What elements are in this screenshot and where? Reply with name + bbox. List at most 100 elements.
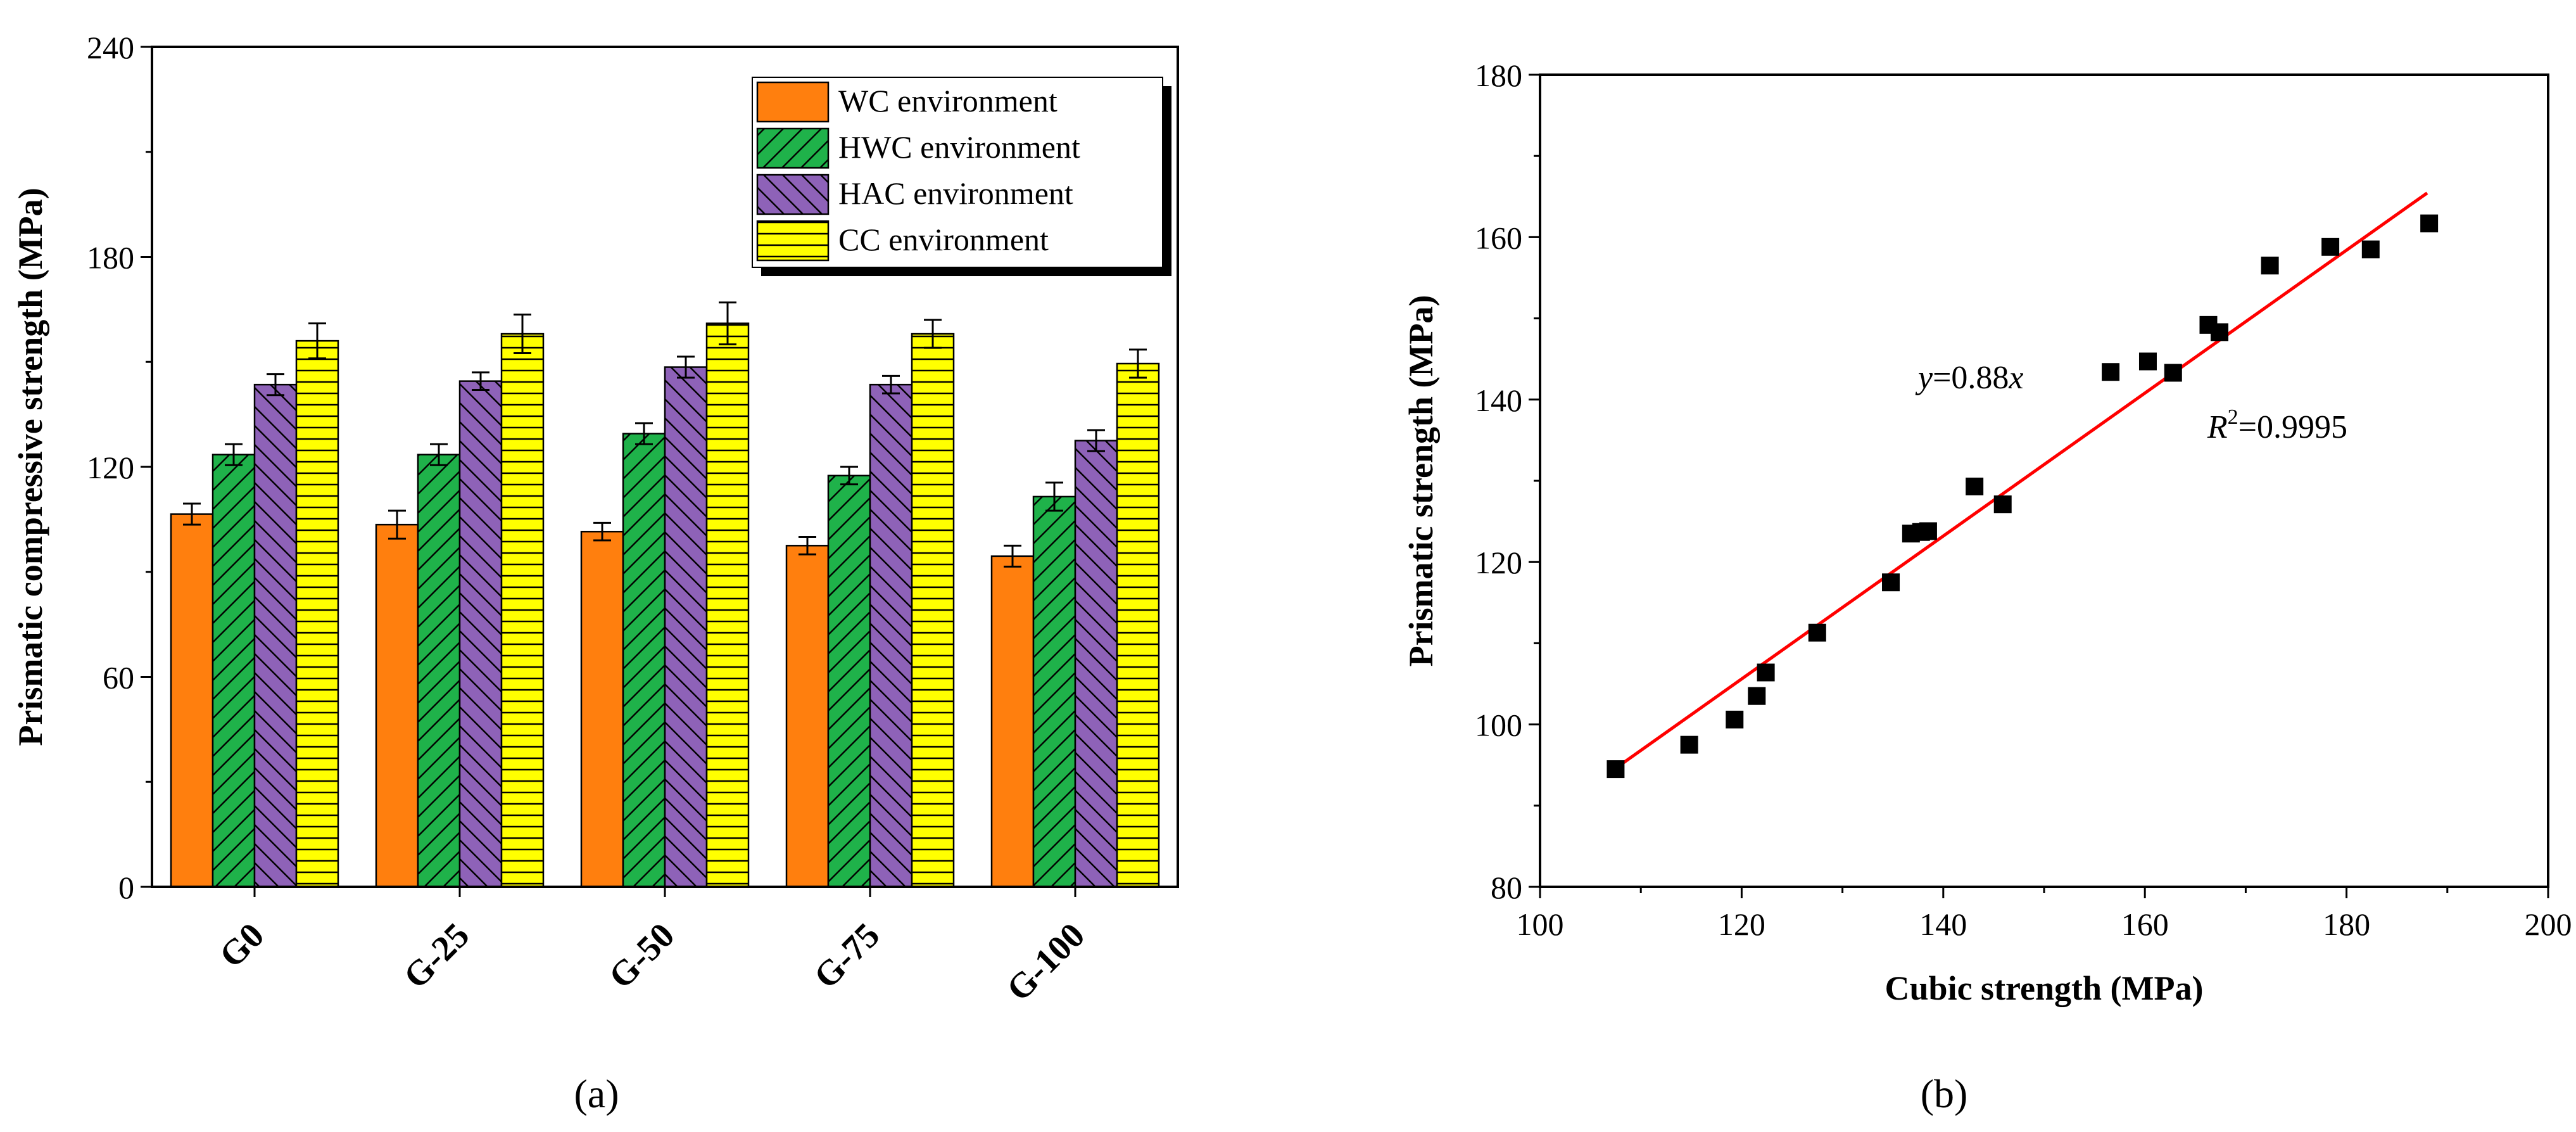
legend-item-hwc-environment: HWC environment [756, 127, 1080, 169]
data-point [2321, 238, 2340, 256]
bar-g-75-hwc-environment [827, 474, 871, 888]
x-tick-label: G-50 [602, 915, 682, 996]
x-tick-label: 180 [2323, 906, 2370, 942]
bar-g-25-hwc-environment [417, 454, 461, 888]
data-point [2138, 352, 2157, 371]
legend-item-hac-environment: HAC environment [756, 174, 1073, 215]
x-tick-label: G-25 [396, 915, 477, 996]
bar-g-50-hac-environment [664, 366, 708, 888]
error-bar-g-100-hwc-environment [1045, 481, 1063, 512]
error-bar-g-25-hac-environment [472, 371, 489, 391]
equation-annotation: y=0.88x [1915, 360, 2024, 396]
bar-g0-wc-environment [170, 513, 214, 888]
x-tick-label: G-75 [807, 915, 887, 996]
bar-chart: 0 60 120 180 240 G0 G-25 G-50 G-75 G-100 Prismat… [11, 30, 1179, 1009]
bar-g-75-wc-environment [785, 545, 830, 888]
error-bar-g0-wc-environment [183, 502, 201, 526]
legend-swatch [756, 220, 830, 262]
bar-series-group [170, 322, 1160, 888]
data-point [1882, 573, 1900, 592]
y-tick-label: 80 [1491, 870, 1522, 905]
y-tick-label: 140 [1475, 383, 1522, 418]
bar-g-100-wc-environment [990, 555, 1035, 888]
data-point [1748, 687, 1766, 705]
bar-g0-hwc-environment [212, 454, 256, 888]
data-point [1966, 477, 1984, 495]
data-point [1808, 623, 1826, 642]
plot-frame [1539, 73, 2549, 888]
bar-g-25-cc-environment [500, 333, 545, 888]
error-bars [183, 301, 1147, 568]
bar-g-75-cc-environment [911, 333, 955, 888]
data-point [1680, 735, 1698, 754]
bar-g-25-hac-environment [458, 380, 503, 888]
legend-label: HAC environment [838, 175, 1073, 211]
scatter-points [1607, 214, 2439, 779]
x-tick-label: 140 [1919, 906, 1967, 942]
bar-g-25-wc-environment [375, 523, 419, 888]
x-tick-label: 200 [2525, 906, 2572, 942]
error-bar-g-75-wc-environment [799, 536, 816, 556]
data-point [2361, 240, 2380, 258]
error-bar-g-75-cc-environment [924, 319, 942, 349]
x-tick-label: G0 [212, 915, 272, 975]
y-tick-label: 180 [1475, 58, 1522, 93]
y-tick-label: 60 [103, 660, 134, 696]
error-bar-g-50-cc-environment [719, 301, 736, 346]
error-bar-g-100-hac-environment [1087, 429, 1105, 452]
y-tick-label: 160 [1475, 220, 1522, 255]
x-tick-label: 160 [2121, 906, 2169, 942]
bar-g-75-hac-environment [869, 383, 913, 888]
r-squared-annotation: R2=0.9995 [2207, 405, 2347, 445]
legend-swatch [756, 81, 830, 123]
data-point [1607, 760, 1625, 779]
y-tick-label: 240 [87, 30, 134, 65]
bar-g0-hac-environment [253, 383, 298, 888]
error-bar-g-50-hac-environment [677, 355, 695, 379]
legend-label: CC environment [838, 222, 1049, 257]
y-axis-ticks: 80 100 120 140 160 180 [1475, 58, 1540, 905]
bar-g-50-cc-environment [705, 322, 750, 888]
error-bar-g0-hwc-environment [225, 443, 243, 466]
data-point [2164, 364, 2182, 382]
x-axis-ticks: 100 120 140 160 180 200 [1517, 887, 2572, 942]
panel-label-b: (b) [1921, 1071, 1968, 1116]
fit-line [1614, 191, 2428, 770]
y-tick-label: 180 [87, 240, 134, 276]
error-bar-g-100-cc-environment [1129, 348, 1147, 379]
x-tick-label: 120 [1718, 906, 1765, 942]
error-bar-g-100-wc-environment [1004, 544, 1021, 568]
x-axis-ticks: G0 G-25 G-50 G-75 G-100 [212, 887, 1092, 1009]
error-bar-g-50-hwc-environment [635, 422, 653, 445]
legend-label: WC environment [838, 83, 1058, 118]
y-tick-label: 0 [118, 870, 134, 905]
bar-g-50-hwc-environment [622, 433, 666, 888]
legend-item-wc-environment: WC environment [756, 81, 1058, 123]
data-point [2420, 214, 2439, 232]
panel-label-a: (a) [574, 1071, 619, 1116]
bar-g-100-cc-environment [1116, 362, 1160, 888]
data-point [2261, 257, 2279, 275]
x-tick-label: 100 [1517, 906, 1564, 942]
legend-label: HWC environment [838, 129, 1080, 165]
data-point [2211, 323, 2229, 341]
y-axis-label: Prismatic compressive strength (MPa) [11, 188, 49, 746]
y-axis-label: Prismatic strength (MPa) [1402, 295, 1440, 667]
y-axis-ticks: 0 60 120 180 240 [87, 30, 152, 905]
bar-g-100-hac-environment [1074, 440, 1118, 888]
y-tick-label: 120 [1475, 545, 1522, 580]
error-bar-g-25-hwc-environment [430, 443, 448, 466]
data-point [1726, 710, 1744, 728]
bar-g-50-wc-environment [580, 530, 624, 888]
error-bar-g-25-cc-environment [514, 314, 531, 354]
error-bar-g-25-wc-environment [388, 509, 406, 540]
bar-g-100-hwc-environment [1032, 495, 1076, 888]
legend: WC environment HWC environment HAC environ… [752, 77, 1171, 276]
data-point [2102, 363, 2120, 381]
error-bar-g0-hac-environment [267, 373, 284, 397]
error-bar-g-50-wc-environment [593, 521, 611, 542]
legend-item-cc-environment: CC environment [756, 220, 1049, 262]
data-point [1993, 495, 2012, 514]
